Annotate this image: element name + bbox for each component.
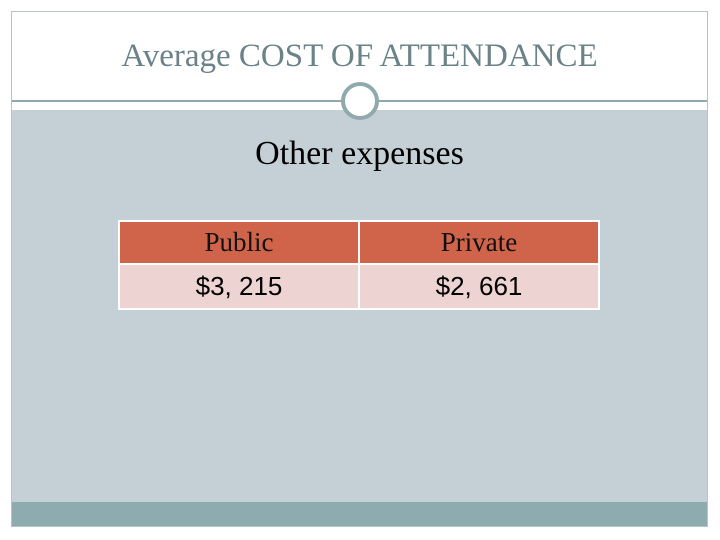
slide-title: Average COST OF ATTENDANCE	[121, 38, 598, 74]
header-cell-private: Private	[358, 220, 600, 265]
value-cell-private: $2, 661	[358, 263, 600, 310]
header-cell-public: Public	[118, 220, 360, 265]
slide-subtitle: Other expenses	[255, 135, 464, 172]
table-header-row: Public Private	[118, 220, 600, 265]
table-row: $3, 215 $2, 661	[118, 263, 600, 310]
cost-table: Public Private $3, 215 $2, 661	[118, 220, 600, 310]
value-cell-public: $3, 215	[118, 263, 360, 310]
circle-ornament-icon	[341, 82, 379, 120]
slide-footer-bar	[12, 502, 707, 526]
